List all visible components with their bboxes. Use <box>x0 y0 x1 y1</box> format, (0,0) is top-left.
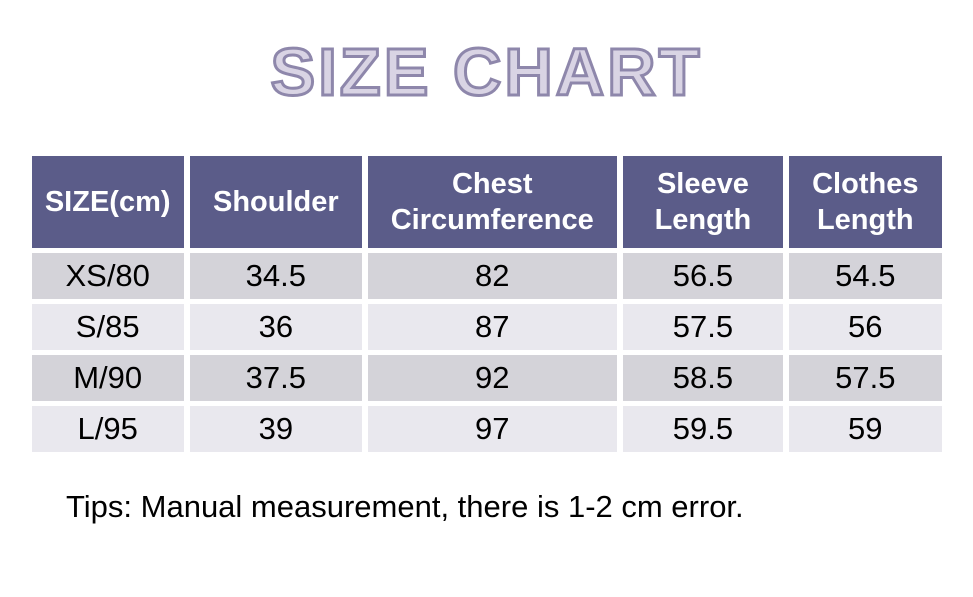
cell-size: M/90 <box>31 355 184 401</box>
table-row-l: L/95 39 97 59.5 59 <box>31 406 942 452</box>
page-title: SIZE CHART <box>269 34 703 112</box>
cell-shoulder: 34.5 <box>189 253 362 299</box>
size-table: SIZE(cm) Shoulder Chest Circumference Sl… <box>26 151 948 457</box>
table-row-m: M/90 37.5 92 58.5 57.5 <box>31 355 942 401</box>
column-header-shoulder: Shoulder <box>189 156 362 248</box>
cell-clothes: 59 <box>789 406 942 452</box>
cell-chest: 92 <box>367 355 617 401</box>
cell-sleeve: 59.5 <box>622 406 784 452</box>
table-body: XS/80 34.5 82 56.5 54.5 S/85 36 87 57.5 … <box>31 253 942 452</box>
cell-shoulder: 39 <box>189 406 362 452</box>
cell-shoulder: 36 <box>189 304 362 350</box>
header-row: SIZE(cm) Shoulder Chest Circumference Sl… <box>31 156 942 248</box>
column-header-clothes-length: Clothes Length <box>789 156 942 248</box>
cell-chest: 87 <box>367 304 617 350</box>
table-row-xs: XS/80 34.5 82 56.5 54.5 <box>31 253 942 299</box>
cell-clothes: 57.5 <box>789 355 942 401</box>
cell-sleeve: 58.5 <box>622 355 784 401</box>
table-row-s: S/85 36 87 57.5 56 <box>31 304 942 350</box>
cell-size: L/95 <box>31 406 184 452</box>
cell-clothes: 54.5 <box>789 253 942 299</box>
cell-size: XS/80 <box>31 253 184 299</box>
cell-chest: 97 <box>367 406 617 452</box>
table-header: SIZE(cm) Shoulder Chest Circumference Sl… <box>31 156 942 248</box>
cell-shoulder: 37.5 <box>189 355 362 401</box>
column-header-size: SIZE(cm) <box>31 156 184 248</box>
cell-clothes: 56 <box>789 304 942 350</box>
cell-sleeve: 56.5 <box>622 253 784 299</box>
cell-size: S/85 <box>31 304 184 350</box>
column-header-sleeve-length: Sleeve Length <box>622 156 784 248</box>
cell-sleeve: 57.5 <box>622 304 784 350</box>
column-header-chest-circumference: Chest Circumference <box>367 156 617 248</box>
cell-chest: 82 <box>367 253 617 299</box>
tips-note: Tips: Manual measurement, there is 1-2 c… <box>66 489 744 524</box>
